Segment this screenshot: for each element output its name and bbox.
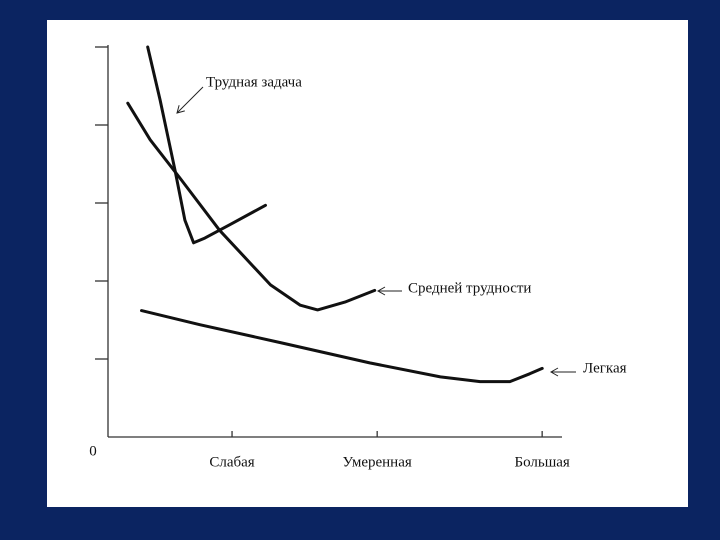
series-line — [126, 101, 377, 312]
arrow-head — [376, 286, 386, 296]
x-tick-label: Умеренная — [343, 454, 412, 470]
series-label: Легкая — [583, 360, 627, 376]
origin-label: 0 — [89, 443, 97, 459]
series-label: Трудная задача — [206, 74, 302, 90]
x-tick-label: Большая — [514, 454, 569, 470]
series-label: Средней трудности — [408, 280, 531, 296]
arrow-head — [176, 105, 185, 114]
label-arrow — [176, 86, 204, 114]
series-line — [146, 45, 267, 245]
arrow-head — [549, 367, 559, 377]
x-tick-label: Слабая — [209, 454, 254, 470]
series-line — [140, 309, 544, 384]
panel — [47, 20, 688, 507]
